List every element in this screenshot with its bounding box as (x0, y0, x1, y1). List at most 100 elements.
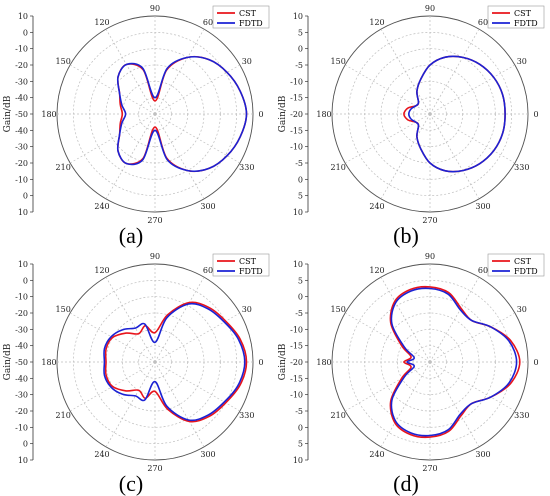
radial-tick-label: -20 (15, 309, 28, 318)
radial-tick-label: 0 (23, 440, 28, 449)
grid-spoke (154, 113, 205, 200)
radial-tick-label: -10 (290, 325, 303, 334)
y-axis-label: Gain/dB (278, 95, 288, 132)
panel-label-c: (c) (118, 471, 144, 496)
radial-tick-label: -10 (290, 391, 303, 400)
legend-label-fdtd: FDTD (514, 267, 538, 276)
angle-tick-label: 240 (369, 450, 384, 459)
panel-label-a: (a) (118, 223, 144, 248)
grid-spoke (344, 312, 431, 363)
radial-tick-label: 0 (23, 276, 28, 285)
series-line-fdtd (407, 55, 506, 173)
angle-tick-label: 60 (203, 266, 213, 275)
radial-tick-label: -30 (15, 77, 28, 86)
angle-tick-label: 150 (331, 305, 346, 314)
radial-tick-label: -10 (15, 423, 28, 432)
angle-tick-label: 120 (94, 18, 109, 27)
panel-label-d: (d) (393, 471, 419, 496)
polar-plot-b: 0 30 60 90 120 150 180 210 240 270 300 330 10 10 5 5 0 0 -… (278, 4, 545, 225)
angle-tick-label: 270 (422, 216, 437, 225)
grid-spoke (154, 312, 241, 363)
angle-tick-label: 300 (200, 450, 215, 459)
polar-plot-d: 0 30 60 90 120 150 180 210 240 270 300 330 10 10 5 5 0 0 -… (278, 252, 545, 473)
radial-tick-label: -15 (290, 126, 303, 135)
grid-spoke (154, 361, 205, 448)
angle-tick-label: 180 (316, 358, 331, 367)
radial-tick-label: -30 (15, 143, 28, 152)
polar-grid (331, 263, 529, 461)
grid-spoke (429, 312, 516, 363)
polar-panel-d: 0 30 60 90 120 150 180 210 240 270 300 330 10 10 5 5 0 0 -… (275, 248, 550, 496)
angle-tick-label: 120 (369, 18, 384, 27)
radial-tick-label: 5 (298, 276, 303, 285)
angle-tick-label: 90 (150, 4, 160, 13)
legend-label-fdtd: FDTD (239, 267, 263, 276)
grid-spoke (380, 113, 431, 200)
angle-tick-label: 90 (150, 252, 160, 261)
grid-spoke (105, 276, 156, 363)
angle-tick-label: 150 (331, 57, 346, 66)
y-axis-label: Gain/dB (278, 343, 288, 380)
angle-tick-label: 270 (147, 464, 162, 473)
radial-tick-label: -5 (295, 407, 303, 416)
angle-tick-label: 60 (478, 266, 488, 275)
radial-tick-label: 10 (293, 260, 303, 269)
grid-spoke (154, 113, 241, 164)
series-line-fdtd (116, 56, 248, 172)
radial-tick-label: -15 (290, 94, 303, 103)
angle-tick-label: 30 (517, 57, 527, 66)
angle-tick-label: 30 (517, 305, 527, 314)
polar-plot-c: 0 30 60 90 120 150 180 210 240 270 300 330 10 10 0 0 -10… (3, 252, 270, 473)
grid-spoke (380, 361, 431, 448)
radial-tick-label: 5 (298, 28, 303, 37)
grid-spoke (344, 361, 431, 412)
angle-tick-label: 0 (258, 358, 263, 367)
radial-tick-label: -10 (15, 293, 28, 302)
radial-tick-label: -20 (15, 407, 28, 416)
y-axis-label: Gain/dB (3, 343, 13, 380)
angle-tick-label: 150 (56, 57, 71, 66)
grid-spoke (429, 276, 480, 363)
angle-tick-label: 180 (316, 110, 331, 119)
angle-tick-label: 330 (239, 163, 254, 172)
radial-tick-label: 0 (23, 28, 28, 37)
angle-tick-label: 120 (369, 266, 384, 275)
angle-tick-label: 30 (242, 57, 252, 66)
legend-label-cst: CST (514, 257, 532, 266)
grid-spoke (105, 361, 156, 448)
radial-tick-label: 5 (298, 440, 303, 449)
angle-tick-label: 330 (514, 411, 529, 420)
angle-tick-label: 270 (147, 216, 162, 225)
radial-tick-label: -5 (295, 61, 303, 70)
radial-tick-label: 0 (298, 293, 303, 302)
grid-spoke (154, 276, 205, 363)
angle-tick-label: 0 (533, 358, 538, 367)
angle-tick-label: 270 (422, 464, 437, 473)
polar-panel-a: 0 30 60 90 120 150 180 210 240 270 300 330 10 10 0 0 -10… (0, 0, 275, 248)
radial-tick-label: -20 (290, 110, 303, 119)
angle-tick-label: 60 (478, 18, 488, 27)
polar-panel-c: 0 30 60 90 120 150 180 210 240 270 300 330 10 10 0 0 -10… (0, 248, 275, 496)
radial-tick-label: -50 (15, 110, 28, 119)
angle-tick-label: 240 (369, 202, 384, 211)
angle-tick-label: 210 (56, 411, 71, 420)
radial-tick-label: -40 (15, 374, 28, 383)
radial-tick-label: 0 (298, 45, 303, 54)
radial-tick-label: -10 (290, 143, 303, 152)
angle-tick-label: 240 (94, 450, 109, 459)
radial-tick-label: -50 (15, 358, 28, 367)
angle-tick-label: 210 (331, 411, 346, 420)
grid-spoke (429, 28, 480, 115)
angle-tick-label: 300 (200, 202, 215, 211)
radial-tick-label: -10 (290, 77, 303, 86)
series-line-cst (389, 285, 521, 439)
grid-spoke (429, 113, 480, 200)
radial-tick-label: -5 (295, 309, 303, 318)
angle-tick-label: 30 (242, 305, 252, 314)
radial-tick-label: -5 (295, 159, 303, 168)
